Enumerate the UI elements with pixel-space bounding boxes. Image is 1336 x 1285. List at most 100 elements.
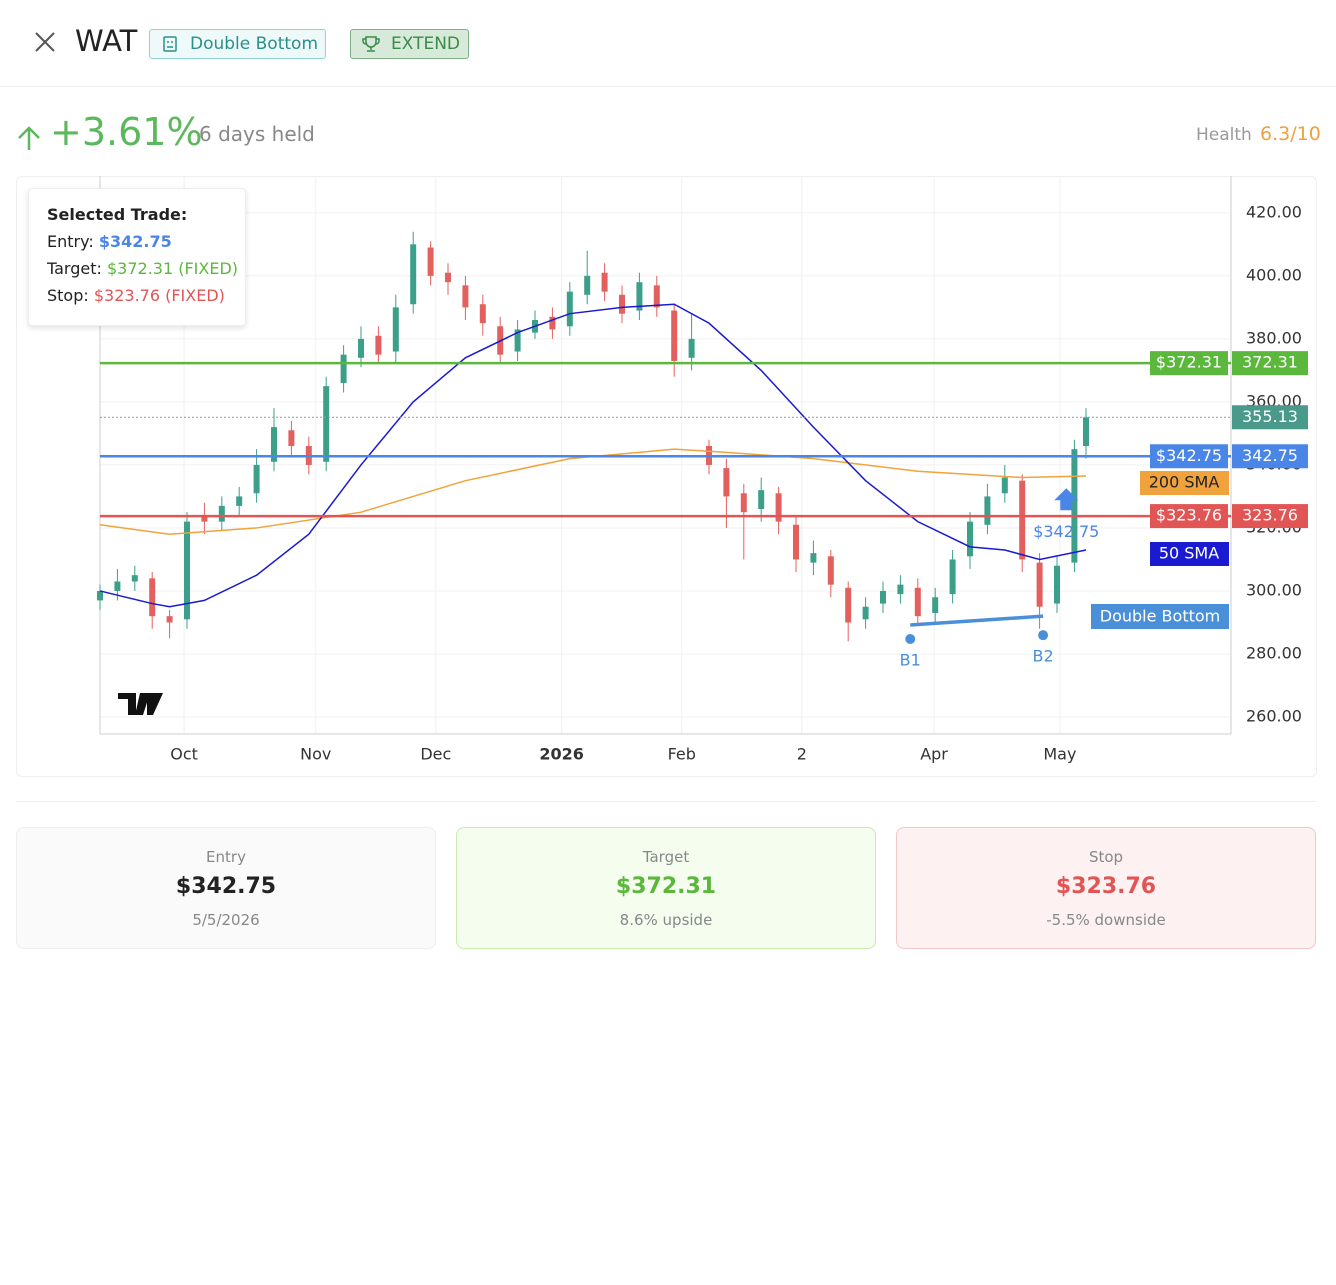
candle-body — [271, 427, 277, 462]
close-button[interactable] — [33, 30, 57, 54]
x-tick-label: Feb — [668, 745, 696, 764]
candle-body — [949, 559, 956, 595]
card-label: Entry — [206, 848, 246, 866]
chart: 260.00280.00300.00320.00340.00360.00380.… — [97, 176, 1308, 764]
candle-body — [375, 335, 382, 355]
candle-body — [479, 304, 486, 324]
entry-label: $342.75 — [1033, 522, 1099, 541]
candle-body — [984, 496, 991, 525]
candle-body — [1019, 480, 1026, 560]
sma-line — [99, 303, 1087, 608]
candle-body — [445, 272, 451, 283]
y-tick-label: 380.00 — [1246, 328, 1302, 347]
candle-body — [740, 493, 747, 513]
stop-label: Stop: — [47, 286, 89, 305]
candle-body — [149, 578, 156, 617]
tradingview-logo — [118, 693, 163, 715]
axis-price-box — [1232, 405, 1308, 430]
pattern-point — [1038, 630, 1049, 641]
stop-card: Stop $323.76 -5.5% downside — [896, 827, 1316, 949]
candle-body — [392, 307, 399, 352]
tooltip-entry: Entry: $342.75 — [47, 228, 245, 255]
candle-body — [723, 468, 730, 497]
x-tick-label: Oct — [170, 745, 198, 764]
card-value: $342.75 — [175, 874, 277, 899]
sma-legend: 200 SMA — [1149, 473, 1220, 492]
entry-value: $342.75 — [98, 232, 172, 251]
candle-body — [514, 329, 521, 352]
y-tick-label: 300.00 — [1246, 580, 1302, 599]
held: 6 days held — [199, 122, 315, 146]
card-sub: -5.5% downside — [1046, 911, 1166, 929]
axis-price-box — [1232, 351, 1308, 376]
candle-body — [880, 590, 886, 604]
tooltip-stop: Stop: $323.76 (FIXED) — [47, 282, 245, 309]
candle-body — [97, 590, 103, 601]
level-label: $372.31 — [1156, 353, 1222, 372]
candle-body — [897, 584, 904, 595]
trophy-icon — [362, 36, 380, 52]
candle-body — [653, 285, 660, 308]
x-tick-label: Dec — [420, 745, 451, 764]
card-value: $323.76 — [1055, 874, 1157, 899]
pattern-badge[interactable]: Double Bottom — [149, 29, 326, 59]
candle-body — [549, 316, 556, 330]
change: +3.61% — [50, 110, 203, 154]
pattern-label-box — [1091, 604, 1229, 629]
candle-body — [566, 291, 573, 327]
x-tick-label: Nov — [300, 745, 331, 764]
sma-legend: 50 SMA — [1159, 544, 1219, 563]
candle-body — [619, 294, 625, 314]
divider — [0, 86, 1336, 87]
candle-body — [862, 606, 869, 620]
card-label: Target — [642, 848, 690, 866]
candle-body — [758, 490, 765, 510]
candle-body — [932, 597, 939, 614]
candle-body — [236, 496, 243, 506]
candle-body — [201, 515, 208, 522]
candle-body — [845, 587, 852, 623]
tooltip-target: Target: $372.31 (FIXED) — [47, 255, 245, 282]
x-tick-label: Apr — [920, 745, 948, 764]
axis-price-box — [1232, 444, 1308, 469]
axis-price: 372.31 — [1242, 353, 1298, 372]
candle-body — [358, 338, 364, 358]
pattern-line — [910, 614, 1044, 627]
candle-body — [688, 338, 695, 358]
entry-arrow — [1054, 488, 1079, 511]
x-tick-label: May — [1043, 745, 1076, 764]
candle-body — [462, 285, 469, 308]
pattern-point — [905, 633, 916, 644]
target-label: Target: — [47, 259, 102, 278]
stop-value: $323.76 (FIXED) — [93, 286, 225, 305]
level-label: $323.76 — [1156, 506, 1222, 525]
level-label-box — [1150, 504, 1228, 529]
candle-body — [253, 464, 260, 494]
card-value: $372.31 — [615, 874, 717, 899]
x-tick-label: 2 — [797, 745, 807, 764]
pattern-point-label: B1 — [900, 650, 921, 669]
candle-body — [114, 581, 121, 591]
candle-body — [184, 521, 190, 620]
candle-body — [218, 505, 225, 522]
chart-panel — [16, 176, 1317, 777]
candle-body — [793, 524, 799, 560]
candle-body — [131, 575, 138, 582]
level-label-box — [1150, 444, 1228, 469]
card-label: Stop — [1088, 848, 1124, 866]
candle-body — [340, 354, 347, 384]
candle-body — [810, 553, 817, 563]
candle-body — [636, 282, 643, 311]
extend-badge[interactable]: EXTEND — [350, 29, 469, 59]
up-arrow — [18, 126, 40, 150]
level-label: $342.75 — [1156, 446, 1222, 465]
y-tick-label: 400.00 — [1246, 265, 1302, 284]
card-sub: 5/5/2026 — [192, 911, 260, 929]
health: 6.3/10 — [1260, 123, 1321, 145]
candle-body — [584, 275, 591, 295]
tooltip: Selected Trade: Entry: $342.75 Target: $… — [28, 188, 246, 326]
candle-body — [410, 244, 417, 305]
candle-body — [288, 430, 295, 447]
sma-legend-box — [1150, 542, 1229, 566]
axis-price: 323.76 — [1242, 506, 1298, 525]
